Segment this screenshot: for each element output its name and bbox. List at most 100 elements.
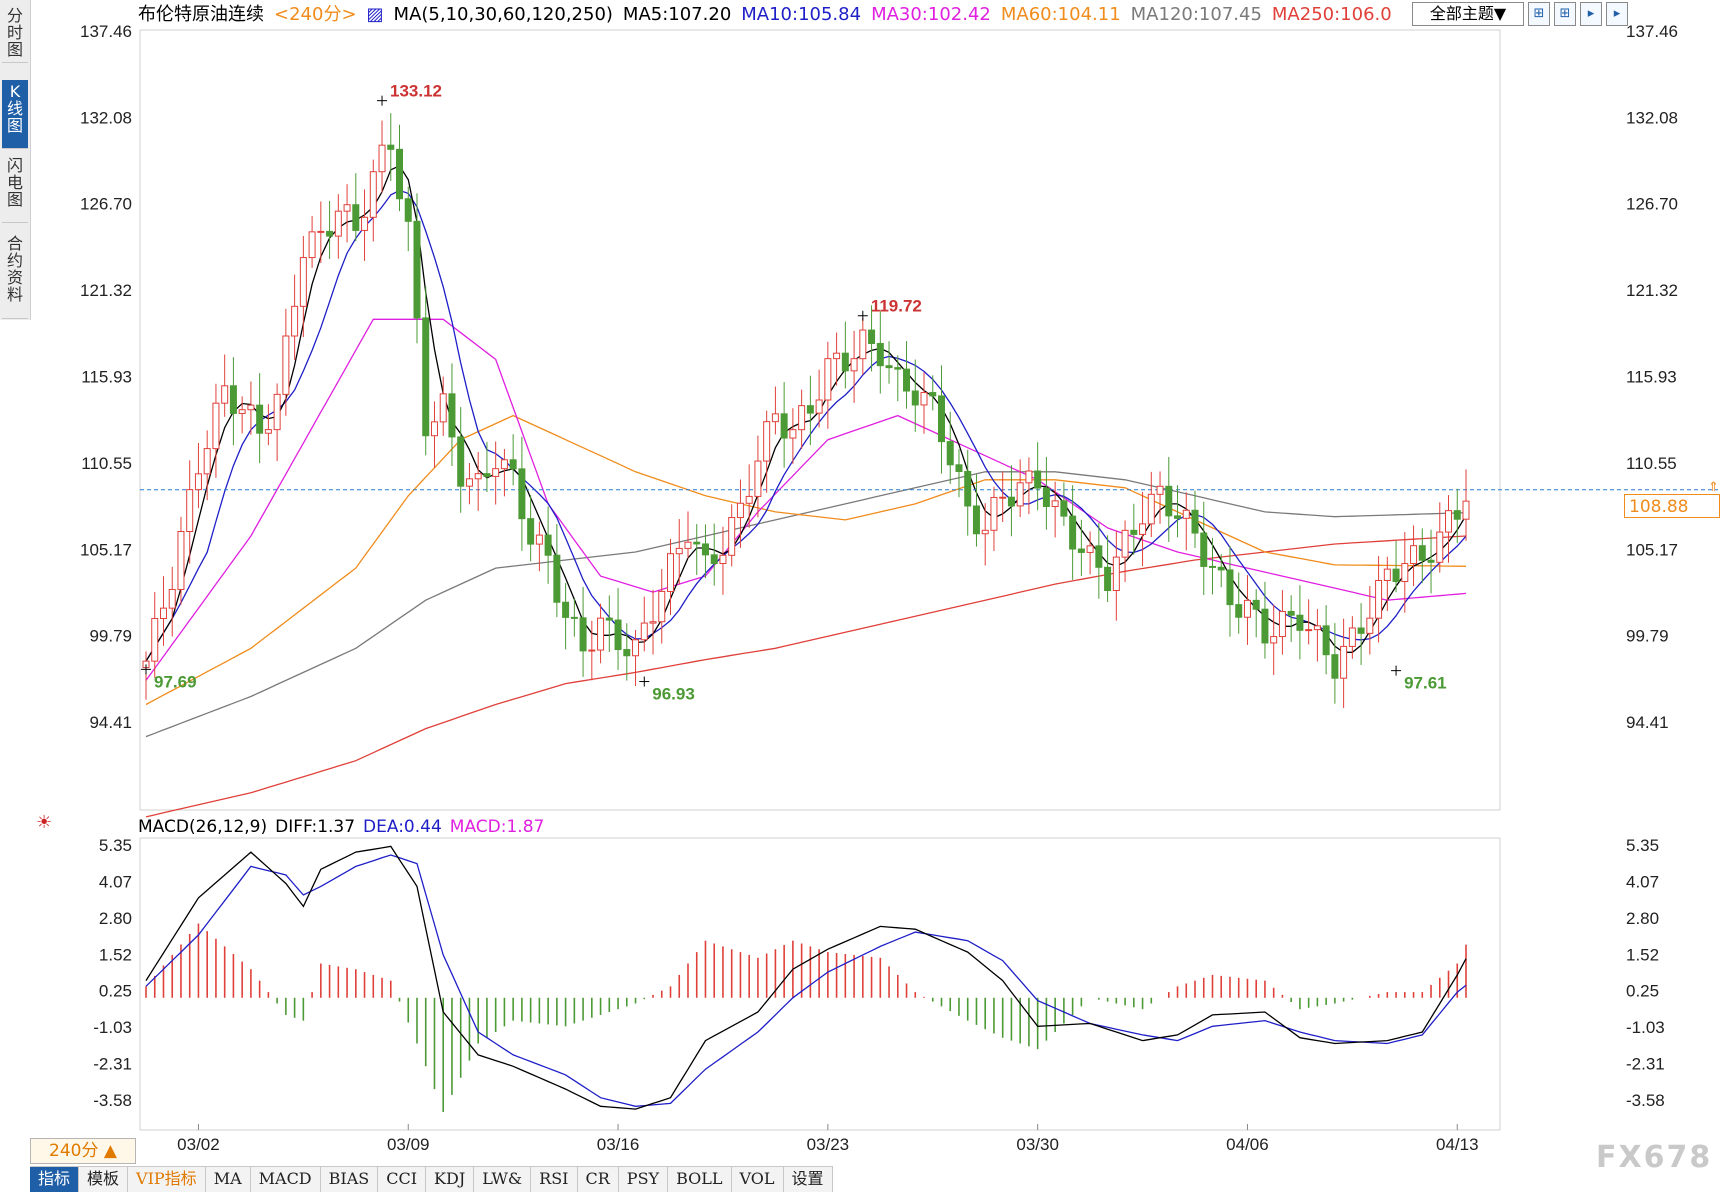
candle [430, 401, 438, 468]
candle [448, 363, 456, 466]
candle [273, 383, 281, 462]
candle [597, 603, 605, 664]
candle [439, 376, 447, 436]
macd-label: MACD(26,12,9) [138, 817, 268, 837]
candle [291, 274, 299, 360]
ma5-value: MA5:107.20 [622, 4, 732, 25]
tab-ma[interactable]: MA [206, 1167, 251, 1192]
candle [1252, 589, 1260, 638]
tab-kdj[interactable]: KDJ [426, 1167, 475, 1192]
date-axis: 03/02 03/09 03/16 03/23 03/30 04/06 04/13 [177, 1124, 1479, 1154]
ma120-line [145, 471, 1467, 738]
grid-icon[interactable]: ⊞ [1528, 2, 1550, 26]
tab-boll[interactable]: BOLL [668, 1167, 732, 1192]
tab-indicator[interactable]: 指标 [30, 1167, 80, 1192]
macd-panel-border [139, 837, 1501, 1131]
candle [789, 408, 797, 464]
candle [693, 524, 701, 575]
price-tick-label-left: 115.93 [81, 368, 132, 387]
candle [396, 124, 404, 212]
candle [334, 194, 342, 259]
tab-kline-chart[interactable]: K线图 [2, 80, 28, 149]
period-select[interactable]: 240分 ▲ [30, 1138, 136, 1164]
chart-frame [139, 29, 1501, 1131]
macd-tick-label-right: -3.58 [1626, 1091, 1665, 1110]
candle [623, 623, 631, 681]
candle [894, 355, 902, 402]
candle [1453, 488, 1461, 544]
ma250-line [145, 535, 1467, 818]
play-right-icon[interactable]: ▸ [1606, 2, 1628, 26]
macd-tick-label-right: 4.07 [1626, 873, 1659, 892]
candle [701, 524, 709, 579]
candle [1200, 501, 1208, 596]
candle [763, 410, 771, 493]
diff-line [145, 845, 1467, 1110]
play-left-icon[interactable]: ▸ [1580, 2, 1602, 26]
candle [640, 596, 648, 652]
tab-template[interactable]: 模板 [79, 1167, 129, 1192]
candle [343, 184, 351, 243]
candle [474, 451, 482, 511]
tab-macd[interactable]: MACD [251, 1167, 321, 1192]
tab-vip-indicator[interactable]: VIP指标 [128, 1167, 206, 1192]
candle [562, 582, 570, 650]
tab-flash-chart[interactable]: 闪电图 [2, 154, 28, 223]
last-price-label: 108.88 [1624, 494, 1720, 518]
price-tick-label-left: 137.46 [80, 22, 132, 41]
tab-vol[interactable]: VOL [732, 1167, 784, 1192]
candle [1313, 609, 1321, 662]
candle [1296, 585, 1304, 660]
candle [981, 503, 989, 566]
period-tag[interactable]: <240分> [274, 4, 357, 25]
tab-time-chart[interactable]: 分时图 [2, 4, 28, 63]
price-tick-label-right: 105.17 [1626, 540, 1678, 559]
theme-select[interactable]: 全部主题▼ [1412, 2, 1524, 26]
candle [1208, 537, 1216, 595]
candle [885, 341, 893, 384]
candlesticks [142, 113, 1470, 709]
annotation-high: 119.72 [857, 297, 922, 321]
date-tick-label: 04/06 [1226, 1135, 1269, 1154]
settings-sun-icon[interactable]: ☀ [36, 812, 53, 833]
macd-tick-label-left: 5.35 [99, 836, 132, 855]
candle [1383, 556, 1391, 612]
candle [457, 407, 465, 513]
tab-cr[interactable]: CR [578, 1167, 619, 1192]
price-annotations: 133.12 119.72 97.69 96.93 97.61 [141, 82, 1447, 704]
candle [1112, 530, 1120, 621]
candle [1270, 604, 1278, 676]
ma-info-bar: 布伦特原油连续 <240分> ▨ MA(5,10,30,60,120,250) MA5:… [138, 2, 1402, 28]
candle [833, 332, 841, 386]
candle [404, 186, 412, 252]
price-tick-label-right: 121.32 [1626, 281, 1678, 300]
candle [1278, 590, 1286, 655]
date-tick-label: 03/16 [597, 1135, 640, 1154]
annotation-label: 97.69 [154, 672, 197, 691]
candle [754, 435, 762, 518]
tab-rsi[interactable]: RSI [531, 1167, 578, 1192]
candle [203, 430, 211, 501]
tab-lw[interactable]: LW& [474, 1167, 532, 1192]
candle [1427, 529, 1435, 594]
macd-tick-label-right: 5.35 [1626, 836, 1659, 855]
macd-tick-label-left: -3.58 [93, 1091, 132, 1110]
candle [841, 321, 849, 389]
tab-bias[interactable]: BIAS [321, 1167, 379, 1192]
tab-psy[interactable]: PSY [619, 1167, 669, 1192]
annotation-label: 119.72 [871, 297, 922, 316]
price-tick-label-right: 126.70 [1626, 195, 1678, 214]
macd-tick-label-left: 4.07 [99, 873, 132, 892]
candle [1287, 595, 1295, 642]
candle [492, 441, 500, 505]
tab-settings[interactable]: 设置 [784, 1167, 833, 1192]
tab-cci[interactable]: CCI [378, 1167, 427, 1192]
candle [1191, 490, 1199, 548]
candle [1348, 616, 1356, 659]
dea-line [145, 854, 1467, 1107]
tab-contract-info[interactable]: 合约资料 [2, 232, 28, 319]
grid-alt-icon[interactable]: ⊞ [1554, 2, 1576, 26]
candle [1305, 599, 1313, 645]
candle [1077, 519, 1085, 576]
ma60-line [145, 414, 1467, 706]
